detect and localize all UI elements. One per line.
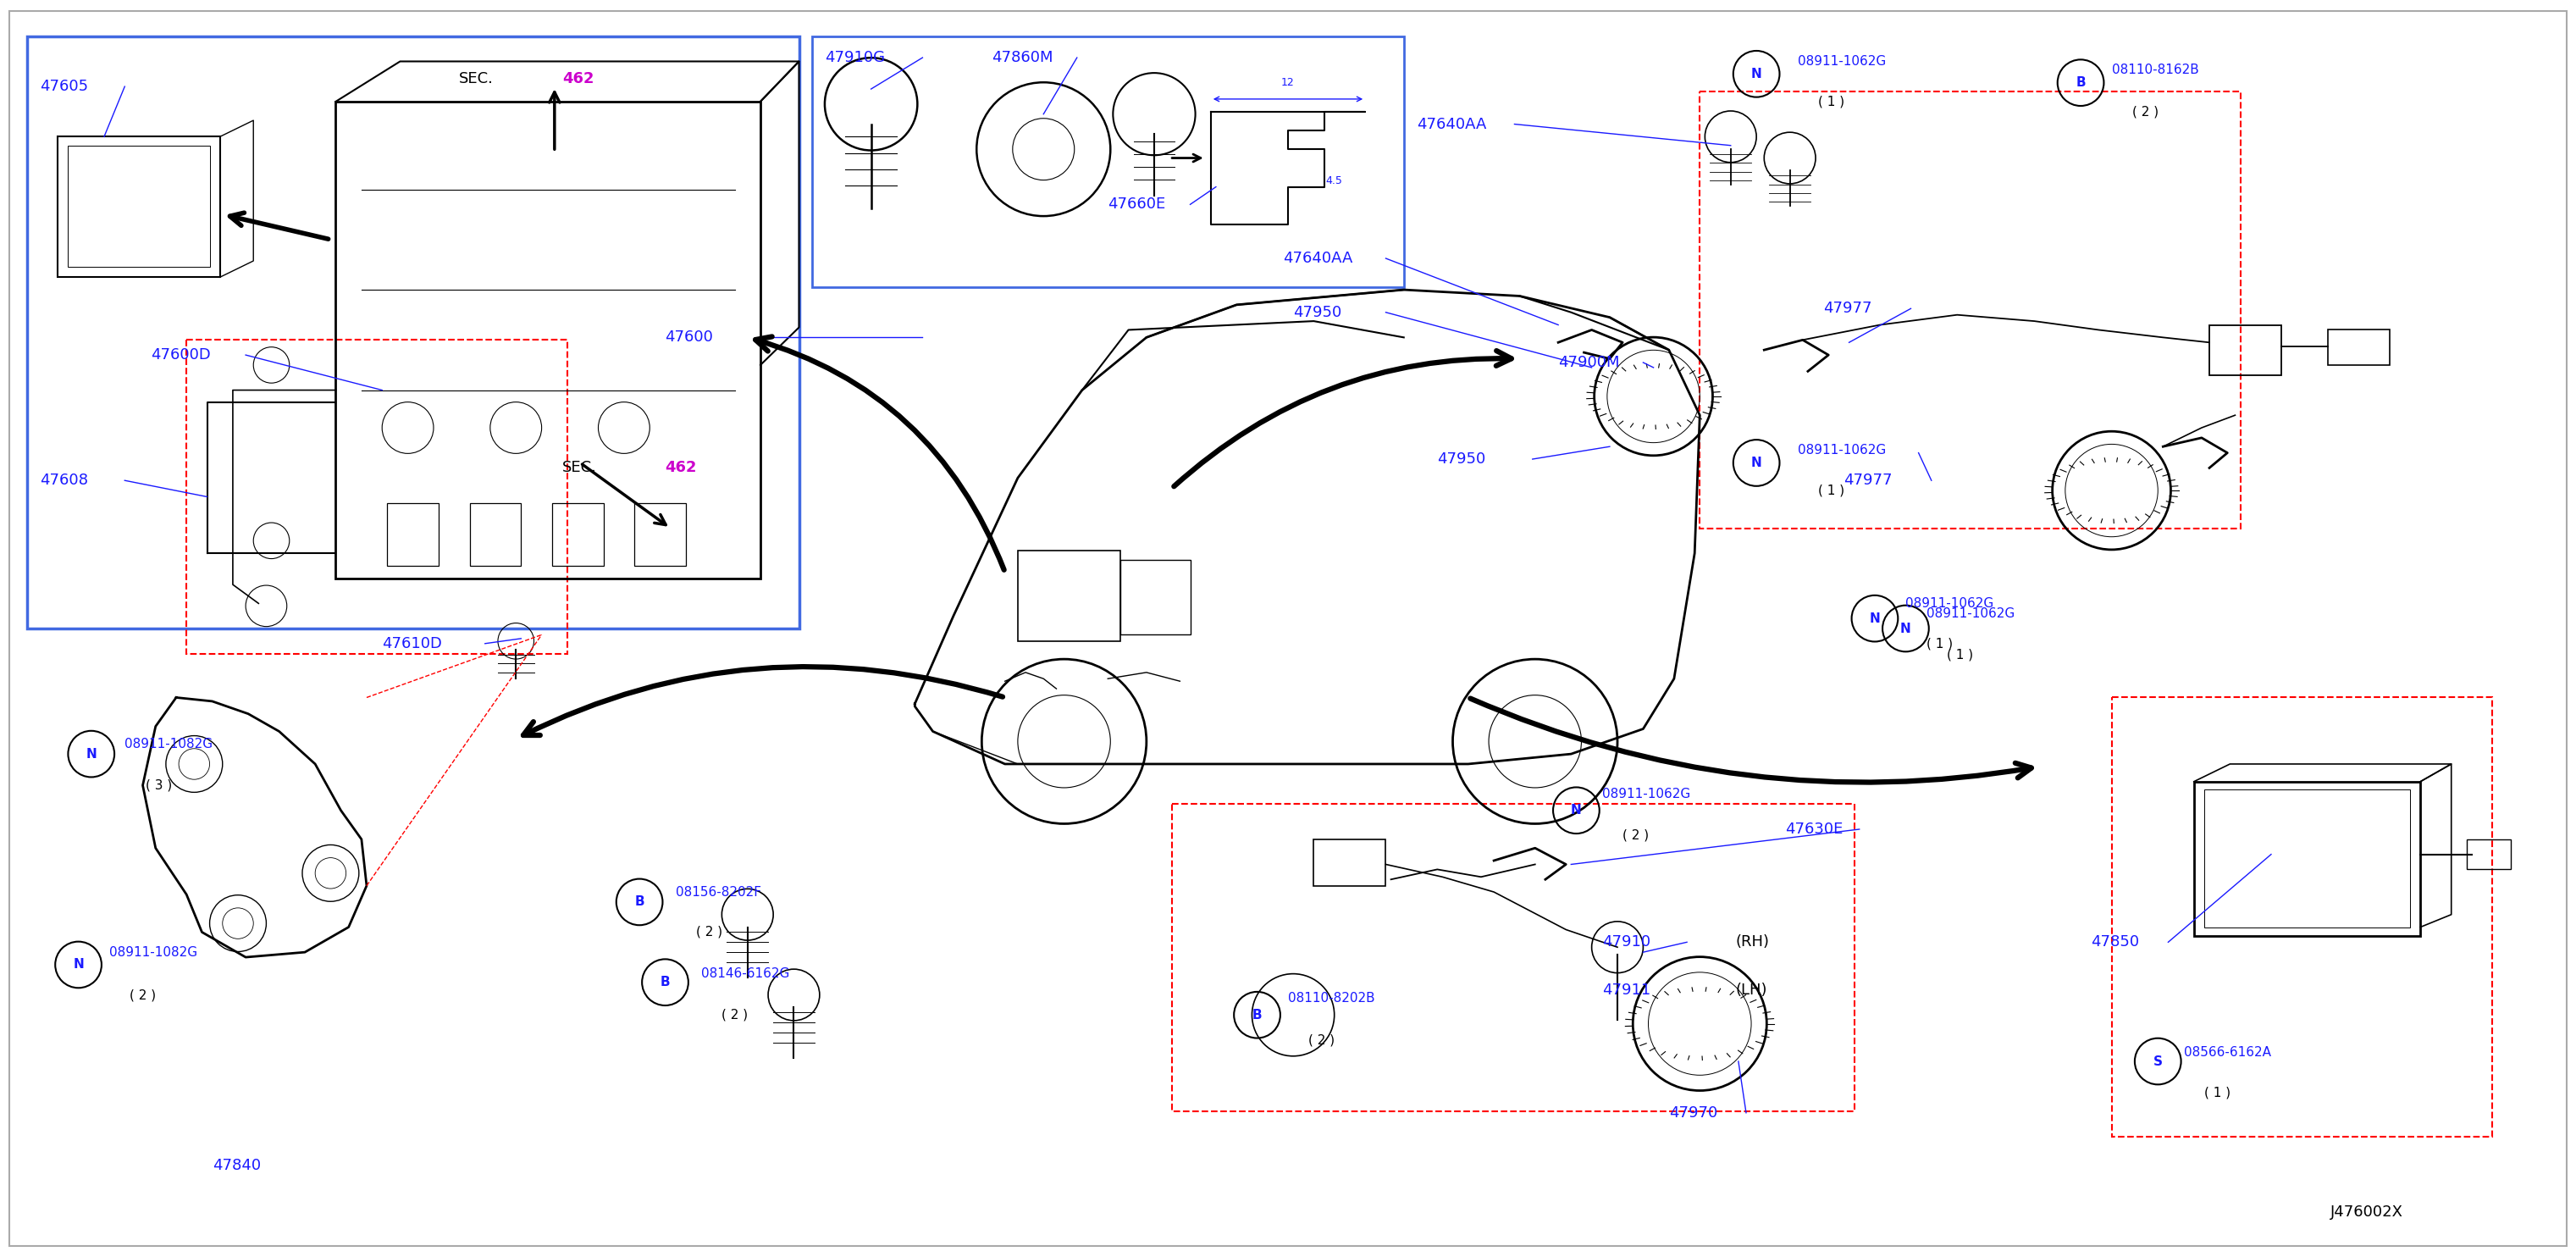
Text: N: N: [1870, 612, 1880, 625]
Text: 47640AA: 47640AA: [1283, 250, 1352, 266]
Text: B: B: [2076, 77, 2087, 89]
Bar: [634, 503, 685, 566]
Text: 47860M: 47860M: [992, 50, 1054, 65]
Text: N: N: [1901, 622, 1911, 635]
Text: 08911-1062G: 08911-1062G: [1602, 788, 1690, 801]
Bar: [551, 503, 603, 566]
Text: 47608: 47608: [39, 473, 88, 488]
Text: ( 2 ): ( 2 ): [2133, 106, 2159, 118]
Text: 12: 12: [1280, 77, 1296, 88]
Text: 08146-6162G: 08146-6162G: [701, 967, 791, 980]
Text: 47977: 47977: [1844, 473, 1893, 488]
Text: B: B: [659, 975, 670, 989]
Text: 4.5: 4.5: [1327, 175, 1342, 186]
Text: SEC.: SEC.: [562, 460, 598, 475]
Text: 47610D: 47610D: [381, 636, 443, 651]
Bar: [57, 137, 219, 278]
Bar: [1172, 804, 1855, 1111]
Bar: [2112, 698, 2494, 1136]
Text: 47605: 47605: [39, 79, 88, 94]
Text: N: N: [1571, 804, 1582, 817]
Text: ( 2 ): ( 2 ): [1623, 830, 1649, 842]
Text: S: S: [2154, 1055, 2161, 1067]
Text: N: N: [1752, 456, 1762, 469]
Text: 47640AA: 47640AA: [1417, 117, 1486, 132]
Text: 08566-6162A: 08566-6162A: [2184, 1046, 2272, 1058]
Bar: [1700, 92, 2241, 528]
Text: 47850: 47850: [2092, 934, 2138, 950]
Text: ( 1 ): ( 1 ): [1819, 96, 1844, 108]
Text: 47910: 47910: [1602, 934, 1651, 950]
Bar: [1121, 559, 1190, 635]
Text: 47950: 47950: [1437, 451, 1486, 466]
Text: ( 1 ): ( 1 ): [1927, 637, 1953, 650]
Text: ( 2 ): ( 2 ): [721, 1008, 747, 1021]
Text: 47600D: 47600D: [149, 347, 211, 362]
Text: 462: 462: [665, 460, 698, 475]
Text: ( 1 ): ( 1 ): [1819, 484, 1844, 497]
Text: 462: 462: [562, 72, 595, 87]
Text: 08911-1082G: 08911-1082G: [124, 738, 214, 750]
Bar: [1314, 840, 1386, 886]
Bar: [1018, 551, 1121, 641]
Bar: [386, 503, 438, 566]
Text: B: B: [1252, 1008, 1262, 1021]
Text: 08911-1062G: 08911-1062G: [1906, 597, 1994, 610]
Text: ( 2 ): ( 2 ): [129, 988, 157, 1002]
Text: 08911-1062G: 08911-1062G: [1798, 55, 1886, 68]
Bar: [2329, 329, 2391, 365]
Text: 47910G: 47910G: [824, 50, 886, 65]
Text: 47840: 47840: [211, 1158, 260, 1173]
Bar: [2195, 782, 2421, 936]
Bar: [811, 36, 1404, 288]
Bar: [67, 146, 209, 268]
Text: 47630E: 47630E: [1785, 822, 1842, 837]
Text: 08911-1062G: 08911-1062G: [1927, 607, 2014, 620]
Text: 47970: 47970: [1669, 1105, 1718, 1120]
Text: 47950: 47950: [1293, 304, 1342, 321]
Bar: [2210, 324, 2282, 375]
Text: J476002X: J476002X: [2331, 1204, 2403, 1219]
Text: N: N: [72, 958, 85, 972]
Text: ( 2 ): ( 2 ): [696, 925, 721, 939]
Text: 08911-1082G: 08911-1082G: [108, 945, 198, 959]
Text: 47660E: 47660E: [1108, 197, 1164, 212]
Text: (RH): (RH): [1736, 934, 1770, 950]
Text: 08110-8162B: 08110-8162B: [2112, 64, 2197, 77]
Text: ( 1 ): ( 1 ): [1947, 649, 1973, 661]
Text: SEC.: SEC.: [459, 72, 495, 87]
Text: N: N: [1752, 68, 1762, 80]
Text: ( 1 ): ( 1 ): [2205, 1086, 2231, 1099]
Bar: [2205, 789, 2411, 928]
Text: 08156-8202F: 08156-8202F: [675, 886, 760, 899]
Text: 47900M: 47900M: [1558, 354, 1620, 370]
Text: 47977: 47977: [1824, 300, 1873, 317]
Bar: [469, 503, 520, 566]
Bar: [2468, 840, 2512, 870]
Text: ( 3 ): ( 3 ): [144, 779, 173, 792]
Text: ( 2 ): ( 2 ): [1309, 1033, 1334, 1046]
Text: 08110-8202B: 08110-8202B: [1288, 992, 1376, 1006]
Text: N: N: [85, 748, 98, 760]
Text: 47911: 47911: [1602, 982, 1651, 998]
Bar: [26, 36, 799, 628]
Text: B: B: [634, 896, 644, 909]
Text: (LH): (LH): [1736, 982, 1767, 998]
Bar: [185, 339, 567, 654]
Bar: [335, 102, 760, 578]
Text: 47600: 47600: [665, 329, 714, 344]
Text: 08911-1062G: 08911-1062G: [1798, 444, 1886, 456]
